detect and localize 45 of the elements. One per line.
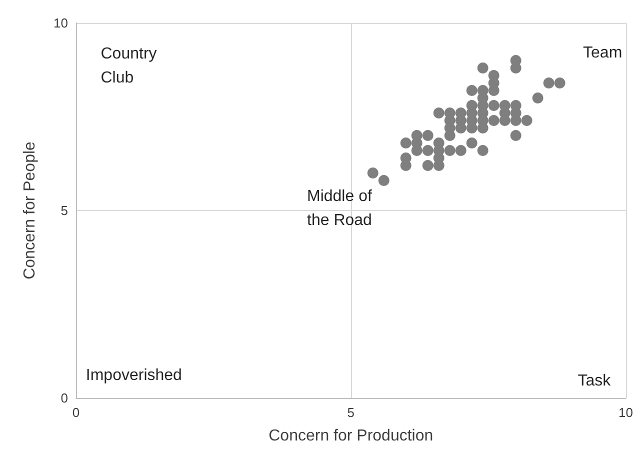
annotation: Impoverished xyxy=(86,367,182,384)
point xyxy=(510,115,522,126)
point xyxy=(554,78,566,88)
annotation: Country Club xyxy=(100,46,157,87)
point xyxy=(444,130,456,141)
y-tick-label: 5 xyxy=(60,203,68,218)
x-tick-label: 0 xyxy=(72,405,80,420)
point xyxy=(422,160,434,171)
y-axis-title: Concern for People xyxy=(22,141,38,280)
point xyxy=(433,145,444,156)
point xyxy=(466,85,478,96)
point xyxy=(455,122,466,134)
point xyxy=(510,62,522,74)
x-axis-title: Concern for Production xyxy=(268,428,434,444)
point xyxy=(433,108,444,118)
annotation: Task xyxy=(578,372,612,390)
point xyxy=(477,145,488,156)
point xyxy=(466,138,478,148)
point xyxy=(521,115,532,126)
point xyxy=(433,160,444,171)
point xyxy=(422,130,434,141)
annotation: Middle of the Road xyxy=(307,188,372,229)
point xyxy=(499,115,510,126)
y-tick-label: 10 xyxy=(54,16,68,30)
point xyxy=(400,138,412,148)
x-tick-label: 5 xyxy=(347,405,354,420)
point xyxy=(477,115,488,126)
point xyxy=(367,168,378,178)
point xyxy=(488,85,500,96)
point xyxy=(466,122,478,134)
y-tick-label: 0 xyxy=(60,390,68,406)
point xyxy=(378,175,390,186)
point xyxy=(477,62,488,74)
point xyxy=(455,145,466,156)
point xyxy=(510,130,522,141)
point xyxy=(422,145,434,156)
annotation: Team xyxy=(583,44,622,62)
point xyxy=(532,92,544,104)
point xyxy=(543,78,554,88)
point xyxy=(488,115,500,126)
point xyxy=(488,100,500,111)
x-tick-label: 10 xyxy=(618,405,634,420)
point xyxy=(411,145,422,156)
point xyxy=(444,145,456,156)
point xyxy=(400,160,412,171)
